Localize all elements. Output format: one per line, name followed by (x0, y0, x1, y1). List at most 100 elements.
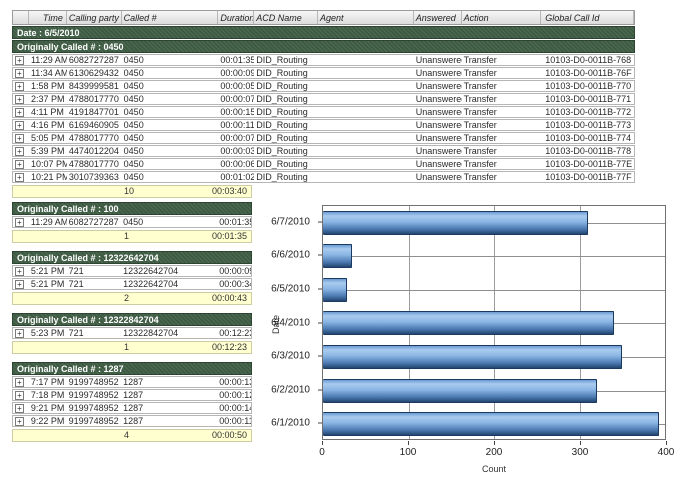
date-group-banner: Date : 6/5/2010 (12, 26, 635, 39)
expand-row-button[interactable]: + (15, 160, 24, 169)
cell-duration: 00:00:07 (220, 133, 255, 143)
cell-calling-party: 6082727287 (68, 55, 119, 65)
expand-cell: + (13, 94, 29, 104)
expand-row-button[interactable]: + (15, 173, 24, 182)
expand-row-button[interactable]: + (15, 147, 24, 156)
x-tick-label: 200 (485, 447, 503, 458)
column-header-duration: Duration (220, 11, 255, 24)
cell-acd-name: DID_Routing (256, 81, 308, 91)
expand-row-button[interactable]: + (15, 404, 24, 413)
cell-answered: Unanswered (415, 146, 462, 156)
table-row: +9:22 PM 9199748952 1287 00:00:11 (12, 415, 252, 427)
category-label: 6/7/2010 (271, 216, 310, 228)
cell-answered: Unanswered (415, 55, 462, 65)
cell-duration: 00:12:23 (219, 328, 252, 338)
cell-called: 1287 (123, 403, 144, 413)
expand-row-button[interactable]: + (15, 108, 24, 117)
expand-cell: + (13, 279, 29, 289)
cell-answered: Unanswered (415, 159, 462, 169)
x-tick-label: 100 (399, 447, 417, 458)
expand-row-button[interactable]: + (15, 267, 24, 276)
cell-calling-party: 6169460905 (68, 120, 119, 130)
expand-row-button[interactable]: + (15, 329, 24, 338)
cell-called: 0450 (123, 146, 144, 156)
x-tick-label: 300 (571, 447, 589, 458)
group-banner: Originally Called # : 12322842704 (12, 313, 252, 326)
cell-calling-party: 8439999581 (68, 81, 119, 91)
x-axis-title: Count (481, 464, 507, 474)
category-label: 6/4/2010 (271, 317, 310, 328)
bar-6-3-2010 (323, 345, 623, 370)
category-label: 6/5/2010 (271, 283, 310, 295)
expand-row-button[interactable]: + (15, 280, 24, 289)
expand-row-button[interactable]: + (15, 378, 24, 387)
table-row: +5:39 PM 4474012204 0450 00:00:03 DID_Routin… (12, 145, 635, 157)
expand-row-button[interactable]: + (15, 417, 24, 426)
cell-acd-name: DID_Routing (256, 172, 308, 182)
cell-time: 5:05 PM (30, 133, 65, 143)
summary-count: 1 (124, 342, 130, 352)
expand-row-button[interactable]: + (15, 218, 24, 227)
category-label: 6/6/2010 (271, 249, 310, 261)
expand-row-button[interactable]: + (15, 56, 24, 65)
cell-called: 0450 (123, 159, 144, 169)
cell-global-call-id: 10103-D0-0011B-771 (545, 94, 632, 104)
x-tick (408, 441, 409, 445)
cell-action: Transfer (463, 55, 497, 65)
cell-acd-name: DID_Routing (256, 146, 308, 156)
expand-row-button[interactable]: + (15, 69, 24, 78)
x-tick (580, 441, 581, 445)
cell-action: Transfer (463, 172, 497, 182)
cell-answered: Unanswered (415, 120, 462, 130)
cell-action: Transfer (463, 81, 497, 91)
cell-called: 0450 (123, 172, 144, 182)
cell-duration: 00:01:35 (220, 55, 255, 65)
summary-total-duration: 00:01:35 (211, 231, 247, 241)
cell-global-call-id: 10103-D0-0011B-774 (545, 133, 632, 143)
chart-category-row (323, 340, 665, 374)
cell-calling-party: 6130629432 (68, 68, 119, 78)
cell-agent (318, 94, 414, 104)
cell-duration: 00:01:35 (219, 217, 252, 227)
cell-agent (318, 133, 414, 143)
expand-cell: + (13, 146, 29, 156)
cell-duration: 00:00:09 (220, 68, 255, 78)
cell-acd-name: DID_Routing (256, 68, 308, 78)
column-header-answered: Answered (414, 11, 462, 24)
expand-cell: + (13, 107, 29, 117)
expand-row-button[interactable]: + (15, 121, 24, 130)
cell-action: Transfer (463, 133, 497, 143)
main-table: Time Calling party # Called # Duration ACD N… (12, 10, 635, 198)
cell-global-call-id: 10103-D0-0011B-778 (545, 146, 632, 156)
chart-category-row (323, 307, 665, 341)
chart-category-row (323, 407, 665, 441)
expand-cell: + (13, 159, 29, 169)
category-tick (318, 221, 322, 223)
bar-6-7-2010 (323, 210, 589, 235)
summary-count: 2 (124, 293, 130, 303)
cell-calling-party: 721 (68, 279, 84, 289)
expand-row-button[interactable]: + (15, 95, 24, 104)
column-header-time: Time (29, 11, 67, 24)
expand-row-button[interactable]: + (15, 82, 24, 91)
cell-calling-party: 9199748952 (68, 403, 119, 413)
table-row: +4:16 PM 6169460905 0450 00:00:11 DID_Routin… (12, 119, 635, 131)
cell-calling-party: 4474012204 (68, 146, 119, 156)
expand-row-button[interactable]: + (15, 134, 24, 143)
sub-group-0: Originally Called # : 100 +11:29 AM 608272… (12, 202, 252, 243)
expand-row-button[interactable]: + (15, 391, 24, 400)
cell-called: 0450 (123, 120, 144, 130)
group-banner: Originally Called # : 100 (12, 202, 252, 215)
summary-count: 10 (124, 186, 135, 196)
cell-duration: 00:00:11 (219, 416, 252, 426)
category-tick (318, 422, 322, 424)
cell-agent (318, 146, 414, 156)
cell-acd-name: DID_Routing (256, 133, 308, 143)
x-tick (322, 441, 323, 445)
column-header-calling-party-: Calling party # (68, 11, 122, 24)
summary-count: 4 (124, 430, 130, 440)
cell-time: 5:23 PM (30, 328, 65, 338)
x-tick (666, 441, 667, 445)
group-summary-row: 1 00:12:23 (12, 341, 252, 354)
cell-answered: Unanswered (415, 68, 462, 78)
